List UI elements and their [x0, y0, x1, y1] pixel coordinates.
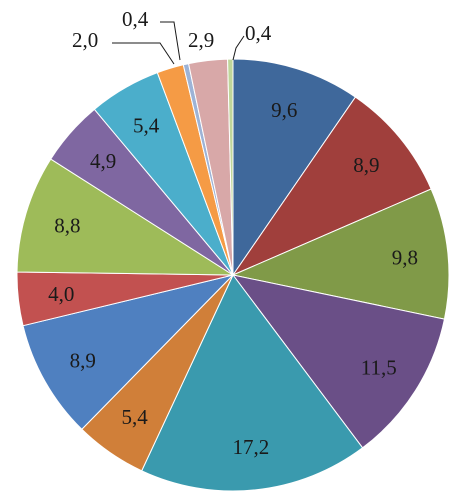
- slice-label-6: 5,4: [121, 405, 148, 429]
- slice-label-13: 0,4: [122, 7, 149, 31]
- slice-label-3: 9,8: [392, 245, 418, 269]
- leader-line-12: [112, 42, 175, 65]
- pie-slice-3: [231, 188, 450, 320]
- slice-label-1: 9,6: [271, 98, 297, 122]
- pie-slice-2: [231, 96, 432, 277]
- slice-label-5: 17,2: [233, 435, 270, 459]
- leader-line-15: [232, 35, 245, 61]
- slice-label-2: 8,9: [353, 153, 379, 177]
- slice-label-15: 0,4: [245, 21, 272, 45]
- slice-label-8: 4,0: [48, 282, 74, 306]
- slice-label-9: 8,8: [54, 214, 80, 238]
- slice-label-11: 5,4: [133, 114, 160, 138]
- slice-label-4: 11,5: [361, 356, 397, 380]
- slice-label-7: 8,9: [70, 348, 96, 372]
- pie-slice-4: [231, 274, 446, 449]
- pie-slice-7: [22, 274, 235, 430]
- slice-label-12: 2,0: [72, 28, 98, 52]
- slice-label-10: 4,9: [90, 149, 116, 173]
- slice-label-14: 2,9: [188, 28, 214, 52]
- pie-slice-9: [16, 158, 235, 276]
- pie-slice-5: [141, 274, 364, 492]
- leader-line-13: [160, 21, 181, 61]
- pie-slice-1: [232, 58, 357, 277]
